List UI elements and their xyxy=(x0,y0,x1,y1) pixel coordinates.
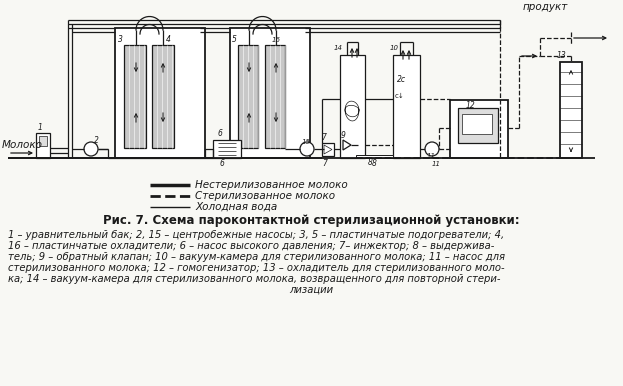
Text: Холодная вода: Холодная вода xyxy=(195,202,277,212)
Bar xyxy=(458,108,498,143)
Text: 1 – уравнительный бак; 2, 15 – центробежные насосы; 3, 5 – пластинчатые подогрев: 1 – уравнительный бак; 2, 15 – центробеж… xyxy=(8,230,504,240)
Text: 9: 9 xyxy=(341,131,346,140)
Text: 6: 6 xyxy=(218,129,223,138)
Text: 10: 10 xyxy=(390,45,399,51)
Bar xyxy=(560,62,582,158)
Bar xyxy=(39,136,47,146)
Text: Молоко: Молоко xyxy=(2,140,43,150)
Text: 5: 5 xyxy=(232,35,237,44)
Text: 13: 13 xyxy=(557,51,567,60)
Bar xyxy=(393,55,420,158)
Text: 6: 6 xyxy=(220,159,225,168)
Text: 4: 4 xyxy=(166,35,171,44)
Text: 11: 11 xyxy=(427,153,436,159)
Text: 7: 7 xyxy=(321,133,326,142)
Bar xyxy=(115,28,205,158)
Bar xyxy=(322,143,334,156)
Text: 2: 2 xyxy=(94,136,99,145)
Text: 3: 3 xyxy=(118,35,123,44)
Bar xyxy=(265,45,285,148)
Text: 8: 8 xyxy=(368,158,373,167)
Bar xyxy=(238,45,258,148)
Text: стерилизованного молока; 12 – гомогенизатор; 13 – охладитель для стерилизованног: стерилизованного молока; 12 – гомогениза… xyxy=(8,263,505,273)
Bar xyxy=(450,100,508,158)
Text: ка; 14 – вакуум-камера для стерилизованного молока, возвращенного для повторной : ка; 14 – вакуум-камера для стерилизованн… xyxy=(8,274,500,284)
Text: 2с: 2с xyxy=(397,75,406,84)
Bar xyxy=(356,155,393,158)
Bar xyxy=(152,45,174,148)
Text: тель; 9 – обратный клапан; 10 – вакуум-камера для стерилизованного молока; 11 – : тель; 9 – обратный клапан; 10 – вакуум-к… xyxy=(8,252,505,262)
Text: лизации: лизации xyxy=(289,285,333,295)
Text: 7: 7 xyxy=(322,159,327,168)
Text: 12: 12 xyxy=(466,101,476,110)
Bar xyxy=(340,55,365,158)
Circle shape xyxy=(425,142,439,156)
Text: Готовый
продукт: Готовый продукт xyxy=(522,0,568,12)
Text: 15: 15 xyxy=(302,139,311,145)
Text: 8: 8 xyxy=(372,159,377,168)
Text: 16: 16 xyxy=(272,37,281,43)
Text: Стерилизованное молоко: Стерилизованное молоко xyxy=(195,191,335,201)
Circle shape xyxy=(84,142,98,156)
Text: 16 – пластинчатые охладители; 6 – насос высокого давления; 7– инжектор; 8 – выде: 16 – пластинчатые охладители; 6 – насос … xyxy=(8,241,495,251)
Text: 11: 11 xyxy=(432,161,441,167)
Text: с↓: с↓ xyxy=(395,93,405,99)
Bar xyxy=(462,114,492,134)
Text: 1: 1 xyxy=(38,123,43,132)
Text: Рис. 7. Схема пароконтактной стерилизационной установки:: Рис. 7. Схема пароконтактной стерилизаци… xyxy=(103,214,520,227)
Text: 14: 14 xyxy=(334,45,343,51)
Circle shape xyxy=(300,142,314,156)
Text: Нестерилизованное молоко: Нестерилизованное молоко xyxy=(195,180,348,190)
Bar xyxy=(213,140,241,158)
Bar xyxy=(230,28,310,158)
Bar xyxy=(124,45,146,148)
Bar xyxy=(36,133,50,158)
